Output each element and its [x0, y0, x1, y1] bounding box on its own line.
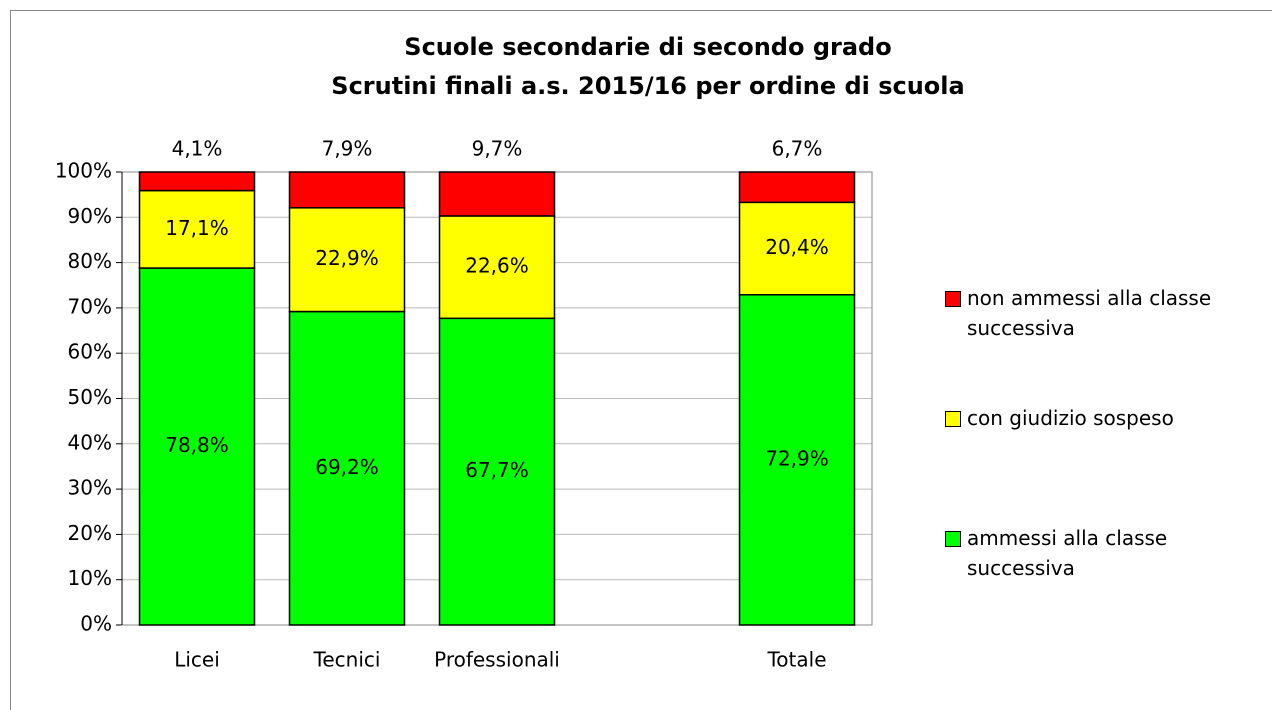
legend-label: ammessi alla classe successiva — [967, 526, 1168, 580]
bar-segment — [738, 171, 856, 204]
legend-swatch — [945, 291, 961, 307]
legend-item: con giudizio sospeso — [945, 403, 1245, 433]
chart-subtitle: Scrutini finali a.s. 2015/16 per ordine … — [331, 72, 964, 100]
y-tick-label: 70% — [68, 294, 112, 318]
y-tick-label: 100% — [55, 159, 112, 183]
legend-label: con giudizio sospeso — [967, 406, 1174, 430]
data-label: 4,1% — [172, 137, 223, 161]
chart-title: Scuole secondarie di secondo grado — [404, 33, 891, 61]
bar-segment — [738, 294, 856, 626]
x-tick-label: Licei — [174, 648, 220, 672]
legend-label: non ammessi alla classe successiva — [967, 286, 1212, 340]
legend-swatch — [945, 531, 961, 547]
data-label: 72,9% — [765, 446, 829, 470]
chart-frame — [10, 10, 1272, 710]
data-label: 67,7% — [465, 458, 529, 482]
y-tick-label: 90% — [68, 204, 112, 228]
y-tick-label: 0% — [80, 612, 112, 636]
bar-segment — [438, 317, 556, 626]
bar-segment — [288, 310, 406, 626]
legend-item: ammessi alla classe successiva — [945, 523, 1245, 583]
legend-item: non ammessi alla classe successiva — [945, 283, 1245, 343]
y-tick-label: 60% — [68, 340, 112, 364]
y-tick-label: 40% — [68, 430, 112, 454]
data-label: 22,6% — [465, 254, 529, 278]
data-label: 7,9% — [322, 137, 373, 161]
data-label: 9,7% — [472, 137, 523, 161]
legend-swatch — [945, 411, 961, 427]
data-label: 78,8% — [165, 433, 229, 457]
x-tick-label: Professionali — [434, 648, 560, 672]
y-tick-label: 10% — [68, 566, 112, 590]
bar-segment — [438, 171, 556, 217]
bar-segment — [138, 171, 256, 192]
x-tick-label: Tecnici — [313, 648, 381, 672]
data-label: 6,7% — [772, 137, 823, 161]
bar-segment — [138, 189, 256, 269]
y-tick-label: 50% — [68, 385, 112, 409]
bar-segment — [288, 207, 406, 313]
y-tick-label: 80% — [68, 249, 112, 273]
bar-segment — [288, 171, 406, 209]
bar-segment — [738, 201, 856, 296]
y-tick-label: 20% — [68, 521, 112, 545]
data-label: 17,1% — [165, 216, 229, 240]
data-label: 22,9% — [315, 246, 379, 270]
data-label: 69,2% — [315, 455, 379, 479]
data-label: 20,4% — [765, 235, 829, 259]
x-tick-label: Totale — [766, 648, 826, 672]
y-tick-label: 30% — [68, 476, 112, 500]
